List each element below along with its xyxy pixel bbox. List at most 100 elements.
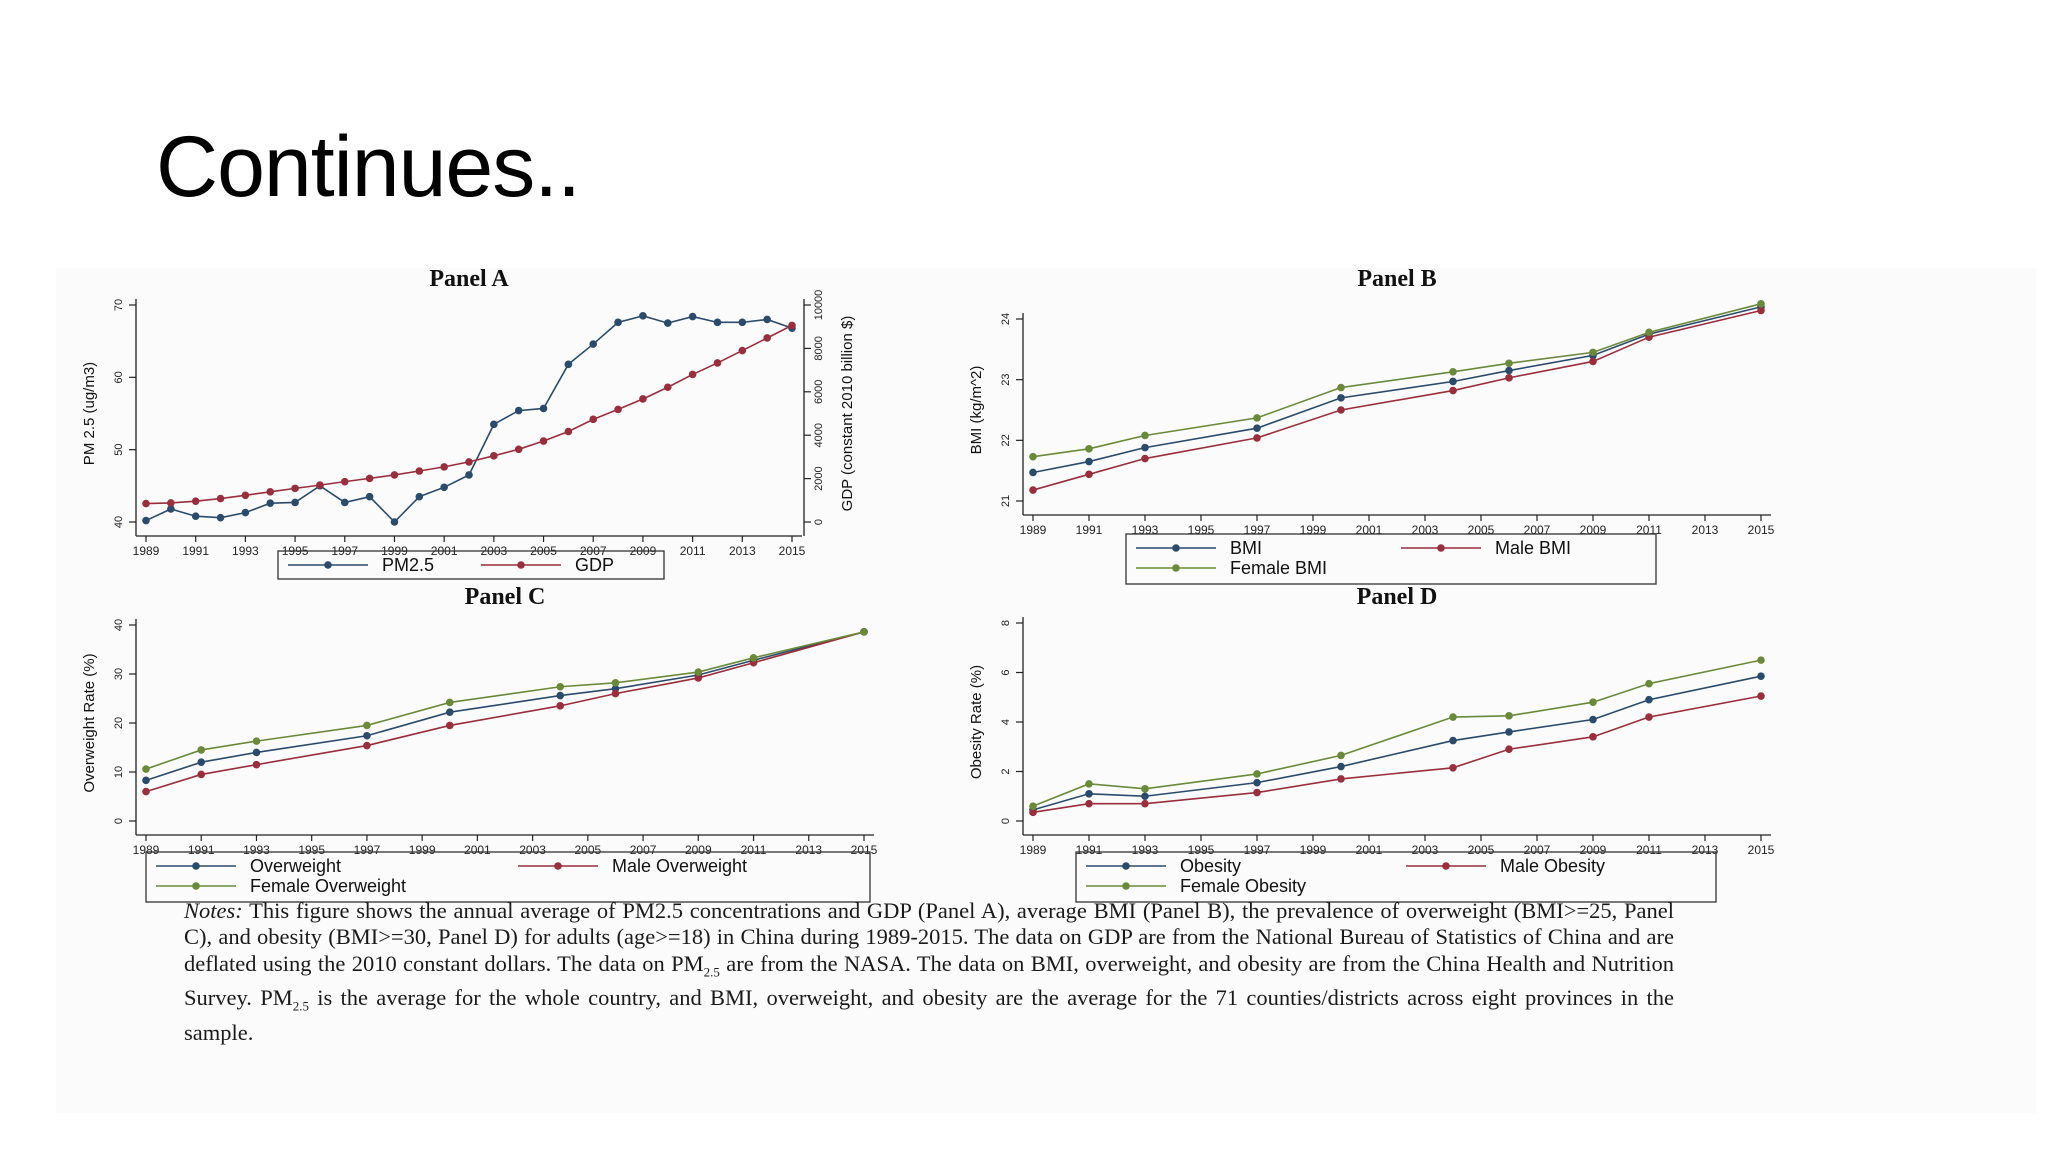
panel-c-legend-box bbox=[145, 851, 871, 903]
panel-a-pm2-5-point bbox=[191, 512, 200, 521]
panel-d-male-obesity-point bbox=[1253, 788, 1261, 797]
panel-c-x-tick-label: 1997 bbox=[354, 843, 381, 857]
panel-d-title: Panel D bbox=[1357, 584, 1438, 610]
panel-d-y-tick-label: 4 bbox=[1000, 719, 1012, 725]
panel-c-x-tick-label: 1989 bbox=[133, 843, 160, 857]
panel-b-x-tick-label: 1993 bbox=[1132, 523, 1159, 537]
panel-a-gdp-point bbox=[291, 484, 299, 493]
panel-d-x-tick-label: 1995 bbox=[1188, 843, 1215, 857]
panel-a-legend-label: GDP bbox=[575, 555, 614, 575]
panel-c-female-overweight-point bbox=[252, 737, 261, 745]
panel-d-x-tick-label: 1997 bbox=[1244, 843, 1271, 857]
slide-title: Continues.. bbox=[156, 119, 581, 215]
panel-c-legend-marker bbox=[192, 882, 200, 890]
panel-b-bmi-point bbox=[1505, 366, 1513, 375]
panel-c-male-overweight-point bbox=[694, 674, 703, 682]
panel-d-female-obesity-point bbox=[1337, 751, 1345, 760]
panel-d-female-obesity-line bbox=[1032, 659, 1762, 807]
panel-a-pm2-5-point bbox=[564, 360, 573, 369]
panel-a-gdp-point bbox=[142, 499, 150, 508]
panel-a-legend-label: PM2.5 bbox=[382, 555, 434, 575]
panel-a-pm2-5-point bbox=[465, 471, 473, 479]
panel-c-x-tick-label: 2005 bbox=[574, 843, 601, 857]
panel-c-y-tick-label: 40 bbox=[113, 619, 125, 631]
notes-sub-1: 2.5 bbox=[703, 964, 720, 980]
panel-a-pm2-5-point bbox=[539, 404, 548, 413]
panel-a-pm2-5-point bbox=[340, 498, 349, 507]
panel-a-pm2-5-point bbox=[291, 498, 299, 507]
panel-b-x-tick-label: 2003 bbox=[1412, 523, 1439, 537]
panel-d-x-tick-label: 1999 bbox=[1300, 843, 1327, 857]
panel-b-x-tick-label: 2005 bbox=[1468, 523, 1495, 537]
panel-c-legend-label: Overweight bbox=[250, 856, 341, 876]
panel-a-pm2-5-point bbox=[738, 318, 747, 327]
panel-b-x-tick-label: 1999 bbox=[1300, 523, 1327, 537]
panel-b-y-label: BMI (kg/m^2) bbox=[968, 366, 985, 455]
panel-b-bmi-point bbox=[1141, 443, 1149, 452]
panel-a-legend-box bbox=[277, 550, 665, 580]
panel-d-female-obesity-point bbox=[1253, 770, 1261, 778]
panel-a-pm2-5-point bbox=[365, 492, 374, 501]
panel-b-y-tick-label: 23 bbox=[1000, 374, 1012, 386]
panel-a-gdp-point bbox=[688, 370, 697, 379]
panel-c-x-tick-label: 1999 bbox=[409, 843, 436, 857]
notes-text-3: is the average for the whole country, an… bbox=[184, 985, 1674, 1046]
panel-d-male-obesity-point bbox=[1337, 775, 1345, 783]
panel-d-legend-box bbox=[1075, 851, 1717, 903]
panel-a-gdp-point bbox=[340, 477, 349, 486]
panel-b-x-tick-label: 1991 bbox=[1076, 523, 1103, 537]
figure-notes: Notes: This figure shows the annual aver… bbox=[184, 898, 1674, 1046]
notes-text-2: are from the NASA. The data on BMI, over… bbox=[184, 950, 1674, 1011]
panel-a-x-tick-label: 2015 bbox=[779, 544, 806, 558]
panel-a-gdp-point bbox=[763, 334, 771, 342]
panel-a-gdp-point bbox=[440, 463, 448, 471]
panel-a-pm2-5-point bbox=[415, 492, 424, 501]
panel-c-x-tick-label: 1993 bbox=[243, 843, 270, 857]
panel-b-female-bmi-point bbox=[1085, 445, 1093, 453]
panel-d-x-tick-label: 2013 bbox=[1692, 843, 1719, 857]
panel-a-legend-marker bbox=[324, 561, 332, 569]
panel-a-gdp-point bbox=[639, 395, 647, 403]
panel-c-x-tick-label: 2007 bbox=[630, 843, 657, 857]
panel-a-x-tick-label: 1989 bbox=[133, 544, 160, 558]
panel-c-legend-marker bbox=[554, 862, 562, 870]
panel-c-x-tick-label: 2013 bbox=[795, 843, 822, 857]
panel-d-y-tick-label: 6 bbox=[1000, 669, 1012, 675]
panel-b-legend-label: Female BMI bbox=[1230, 558, 1327, 578]
panel-b-y-tick-label: 22 bbox=[1000, 434, 1012, 446]
panel-b-bmi-point bbox=[1449, 377, 1457, 386]
panel-d-male-obesity-point bbox=[1645, 713, 1653, 721]
panel-a-x-tick-label: 2013 bbox=[729, 544, 756, 558]
panel-a-x-tick-label: 1993 bbox=[232, 544, 259, 558]
panel-a-gdp-point bbox=[490, 452, 498, 460]
panel-c-overweight-point bbox=[363, 731, 371, 740]
panel-a-pm2-5-point bbox=[589, 340, 598, 348]
panel-b-x-tick-label: 1997 bbox=[1244, 523, 1271, 537]
panel-a-title: Panel A bbox=[429, 268, 509, 292]
panel-a-gdp-point bbox=[788, 321, 796, 330]
panel-d-male-obesity-point bbox=[1449, 763, 1457, 772]
panel-a-gdp-point bbox=[191, 497, 200, 505]
panel-d-y-tick-label: 2 bbox=[1000, 768, 1012, 774]
panel-a-gdp-point bbox=[514, 445, 523, 454]
panel-b-male-bmi-point bbox=[1141, 454, 1149, 463]
panel-b-x-tick-label: 1989 bbox=[1020, 523, 1047, 537]
panel-b-legend-label: Male BMI bbox=[1495, 538, 1571, 558]
panel-c-x-tick-label: 2011 bbox=[741, 843, 767, 857]
panel-c-male-overweight-point bbox=[445, 721, 454, 730]
panel-d-obesity-point bbox=[1757, 672, 1765, 681]
panel-c-male-overweight-point bbox=[252, 760, 261, 769]
panel-c-overweight-point bbox=[197, 758, 206, 766]
panel-b-legend-marker bbox=[1437, 544, 1445, 552]
panel-a-y-tick-label: 50 bbox=[113, 444, 125, 456]
panel-b-female-bmi-point bbox=[1757, 300, 1765, 308]
panel-d-legend-label: Male Obesity bbox=[1500, 856, 1605, 876]
panel-d-male-obesity-point bbox=[1505, 745, 1513, 754]
panel-b-legend-marker bbox=[1172, 544, 1180, 552]
panel-a-gdp-point bbox=[539, 437, 548, 445]
panel-b-bmi-point bbox=[1253, 424, 1261, 432]
panel-b-male-bmi-point bbox=[1029, 486, 1037, 494]
panel-d-female-obesity-point bbox=[1141, 785, 1149, 793]
panel-a-gdp-point bbox=[266, 488, 275, 496]
panel-d-legend-marker bbox=[1442, 862, 1450, 870]
